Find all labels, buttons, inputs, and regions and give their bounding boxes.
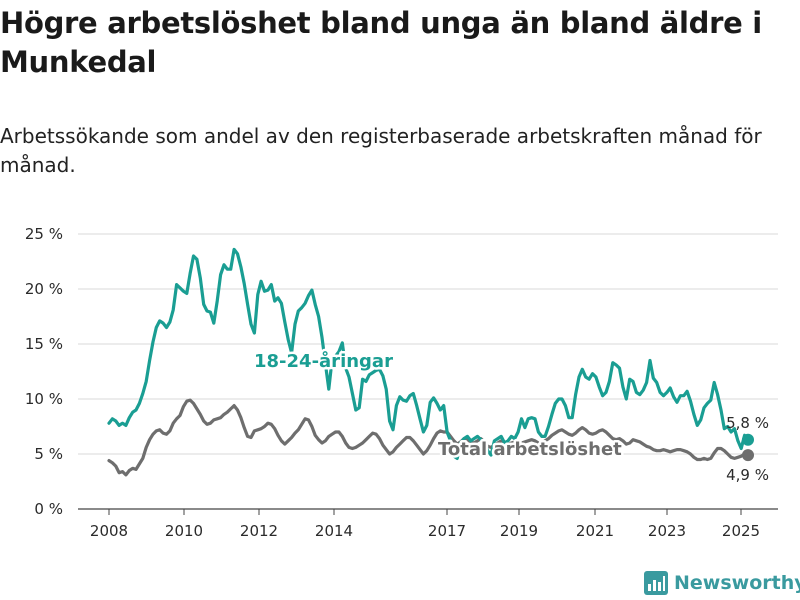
series-line xyxy=(107,398,750,477)
chart-subtitle: Arbetssökande som andel av den registerb… xyxy=(0,124,762,177)
x-tick-label: 2019 xyxy=(500,522,538,540)
series-line xyxy=(107,247,750,460)
series-end-point xyxy=(742,433,754,446)
y-tick-label: 5 % xyxy=(34,445,63,463)
series-labels: 18-24-åringar Total arbetslöshet 5,8 % 4,9 … xyxy=(252,348,770,485)
brand-name: Newsworthy xyxy=(674,572,800,594)
gridlines xyxy=(78,233,778,510)
x-tick-label: 2023 xyxy=(648,522,686,540)
y-tick-label: 25 % xyxy=(25,225,63,243)
series-lines xyxy=(107,247,754,477)
x-tick-label: 2014 xyxy=(315,522,353,540)
x-axis-ticks: 2008 2010 2012 2014 2017 2019 2021 2023 2025 xyxy=(90,509,760,540)
y-tick-label: 20 % xyxy=(25,280,63,298)
y-axis-ticks: 0 % 5 % 10 % 15 % 20 % 25 % xyxy=(25,225,63,518)
bar-chart-logo-icon xyxy=(644,571,668,595)
series-label-youth: 18-24-åringar xyxy=(254,350,393,372)
y-tick-label: 10 % xyxy=(25,390,63,408)
x-tick-label: 2021 xyxy=(576,522,614,540)
x-tick-label: 2017 xyxy=(428,522,466,540)
chart-title: Högre arbetslöshet bland unga än bland ä… xyxy=(0,6,762,79)
y-tick-label: 0 % xyxy=(34,500,63,518)
end-label-total: 4,9 % xyxy=(726,466,769,484)
x-tick-label: 2010 xyxy=(165,522,203,540)
series-label-total: Total arbetslöshet xyxy=(438,439,622,460)
x-tick-label: 2008 xyxy=(90,522,128,540)
newsworthy-logo: Newsworthy xyxy=(644,570,800,596)
end-label-youth: 5,8 % xyxy=(726,414,769,432)
x-tick-label: 2012 xyxy=(240,522,278,540)
series-end-point xyxy=(742,449,754,462)
y-tick-label: 15 % xyxy=(25,335,63,353)
x-tick-label: 2025 xyxy=(722,522,760,540)
